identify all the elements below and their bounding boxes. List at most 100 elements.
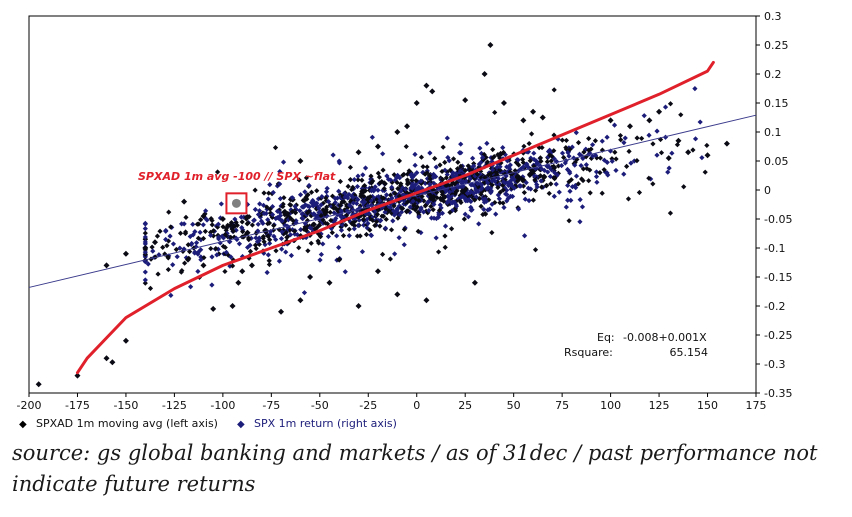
scatter-point bbox=[665, 169, 671, 175]
scatter-point bbox=[218, 201, 224, 207]
scatter-point bbox=[563, 204, 569, 210]
scatter-point bbox=[368, 176, 374, 182]
scatter-point bbox=[500, 100, 507, 106]
scatter-point bbox=[468, 189, 474, 195]
scatter-point bbox=[532, 247, 539, 253]
scatter-point bbox=[340, 216, 346, 222]
scatter-point bbox=[566, 218, 572, 224]
scatter-point bbox=[423, 82, 430, 89]
scatter-point bbox=[674, 142, 681, 148]
scatter-point bbox=[266, 190, 272, 196]
scatter-point bbox=[477, 145, 483, 151]
scatter-point bbox=[650, 141, 656, 147]
scatter-point bbox=[279, 218, 285, 224]
scatter-point bbox=[359, 186, 365, 192]
scatter-point bbox=[349, 186, 355, 193]
scatter-point bbox=[548, 158, 554, 164]
scatter-point bbox=[264, 204, 270, 210]
scatter-point bbox=[422, 171, 428, 177]
scatter-point bbox=[489, 158, 495, 165]
scatter-point bbox=[496, 196, 502, 202]
scatter-point bbox=[142, 241, 148, 247]
scatter-point bbox=[307, 225, 313, 231]
scatter-point bbox=[354, 183, 361, 190]
scatter-point bbox=[592, 152, 599, 158]
scatter-point bbox=[374, 211, 381, 218]
scatter-point bbox=[509, 183, 515, 189]
scatter-point bbox=[516, 206, 522, 212]
scatter-point bbox=[429, 88, 436, 95]
scatter-point bbox=[497, 164, 503, 170]
scatter-point bbox=[324, 204, 330, 210]
scatter-point bbox=[463, 186, 469, 192]
scatter-point bbox=[460, 194, 466, 200]
scatter-point bbox=[484, 185, 491, 192]
scatter-point bbox=[415, 184, 422, 190]
scatter-point bbox=[317, 234, 324, 240]
scatter-point bbox=[182, 260, 188, 266]
scatter-point bbox=[401, 226, 407, 233]
scatter-point bbox=[74, 372, 81, 379]
scatter-point bbox=[702, 169, 708, 175]
scatter-point bbox=[358, 193, 364, 199]
scatter-point bbox=[521, 143, 527, 149]
scatter-point bbox=[266, 258, 272, 264]
scatter-point bbox=[308, 213, 314, 219]
scatter-point bbox=[329, 230, 335, 236]
x-tick-label: -175 bbox=[65, 399, 90, 412]
scatter-point bbox=[232, 216, 238, 222]
scatter-point bbox=[572, 162, 578, 168]
scatter-point bbox=[142, 226, 148, 232]
scatter-point bbox=[502, 177, 508, 183]
scatter-point bbox=[368, 202, 375, 208]
scatter-point bbox=[312, 226, 318, 232]
scatter-point bbox=[331, 202, 337, 208]
fit-curve bbox=[75, 60, 715, 375]
scatter-point bbox=[427, 150, 433, 156]
scatter-point bbox=[297, 297, 304, 304]
scatter-point bbox=[565, 197, 571, 203]
x-tick-label: -25 bbox=[359, 399, 377, 412]
scatter-point bbox=[375, 193, 382, 200]
scatter-point bbox=[311, 200, 317, 207]
scatter-point bbox=[301, 290, 308, 296]
y-tick-label: 0.05 bbox=[764, 155, 789, 168]
scatter-point bbox=[449, 181, 455, 187]
scatter-point bbox=[303, 175, 310, 181]
scatter-point bbox=[283, 230, 289, 236]
scatter-point bbox=[658, 150, 665, 156]
scatter-point bbox=[163, 227, 169, 234]
scatter-point bbox=[409, 177, 415, 183]
scatter-point bbox=[370, 178, 376, 184]
scatter-point bbox=[244, 221, 250, 227]
scatter-point bbox=[392, 177, 398, 183]
scatter-point bbox=[489, 178, 495, 184]
scatter-point bbox=[299, 211, 305, 217]
scatter-point bbox=[252, 187, 258, 193]
scatter-point bbox=[704, 142, 710, 149]
scatter-point bbox=[626, 123, 633, 130]
scatter-point bbox=[197, 229, 203, 235]
scatter-point bbox=[586, 178, 592, 184]
scatter-point bbox=[318, 202, 324, 208]
scatter-point bbox=[617, 132, 624, 139]
scatter-point bbox=[515, 178, 521, 184]
scatter-point bbox=[445, 154, 451, 161]
scatter-point bbox=[599, 190, 605, 196]
scatter-point bbox=[282, 222, 288, 228]
scatter-point bbox=[551, 148, 557, 154]
scatter-point bbox=[300, 216, 306, 222]
scatter-point bbox=[575, 140, 582, 146]
x-tick-label: -150 bbox=[113, 399, 138, 412]
scatter-point bbox=[588, 155, 595, 162]
scatter-point bbox=[501, 204, 507, 211]
scatter-point bbox=[439, 210, 446, 216]
scatter-point bbox=[358, 191, 364, 197]
scatter-point bbox=[628, 160, 634, 166]
scatter-point bbox=[145, 261, 151, 267]
scatter-point bbox=[551, 87, 557, 93]
scatter-point bbox=[462, 167, 468, 174]
scatter-point bbox=[351, 226, 357, 232]
scatter-point bbox=[681, 184, 687, 190]
scatter-point bbox=[439, 189, 445, 195]
